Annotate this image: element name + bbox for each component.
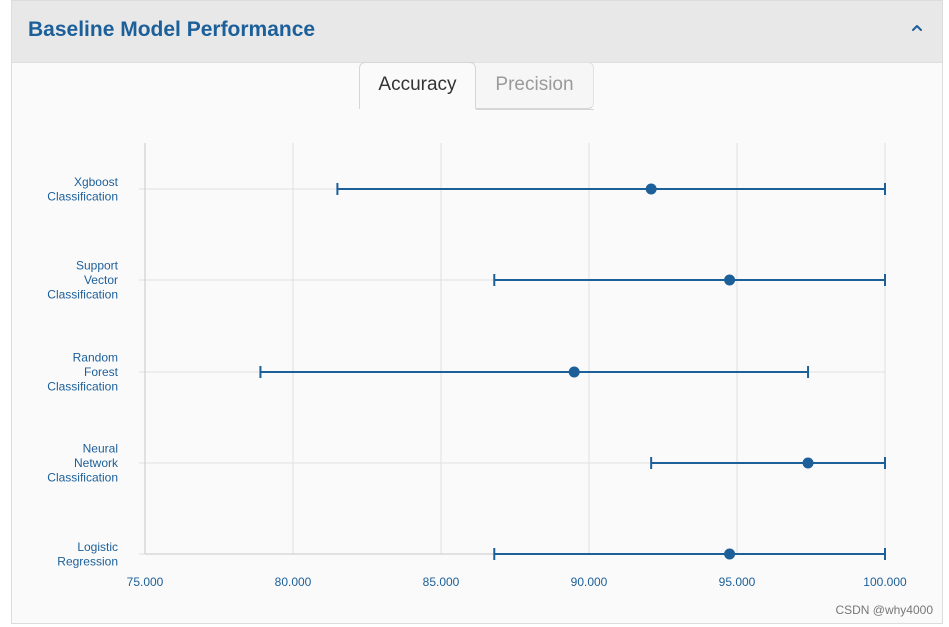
category-label: Random Forest Classification [47, 351, 118, 394]
watermark: CSDN @why4000 [835, 603, 933, 617]
panel-title: Baseline Model Performance [28, 18, 316, 41]
tab-precision[interactable]: Precision [476, 62, 594, 109]
data-point [802, 457, 814, 469]
x-tick-label: 85.000 [423, 575, 460, 589]
panel-header[interactable]: Baseline Model Performance [12, 1, 942, 63]
x-tick-label: 100.000 [863, 575, 907, 589]
x-tick-label: 75.000 [127, 575, 164, 589]
tab-accuracy[interactable]: Accuracy [359, 62, 476, 109]
performance-panel: Baseline Model Performance Accuracy Prec… [11, 0, 943, 624]
category-label: Xgboost Classification [47, 175, 118, 204]
tab-divider [476, 109, 594, 110]
data-point [724, 274, 736, 286]
x-tick-label: 95.000 [719, 575, 756, 589]
data-point [724, 548, 736, 560]
data-point [568, 366, 580, 378]
category-label: Logistic Regression [57, 540, 118, 569]
x-tick-label: 90.000 [571, 575, 608, 589]
data-point [645, 183, 657, 195]
chevron-up-icon[interactable] [910, 21, 924, 35]
category-label: Neural Network Classification [47, 442, 119, 485]
category-label: Support Vector Classification [47, 259, 118, 302]
tab-bar: Accuracy Precision [359, 62, 599, 110]
x-tick-label: 80.000 [275, 575, 312, 589]
